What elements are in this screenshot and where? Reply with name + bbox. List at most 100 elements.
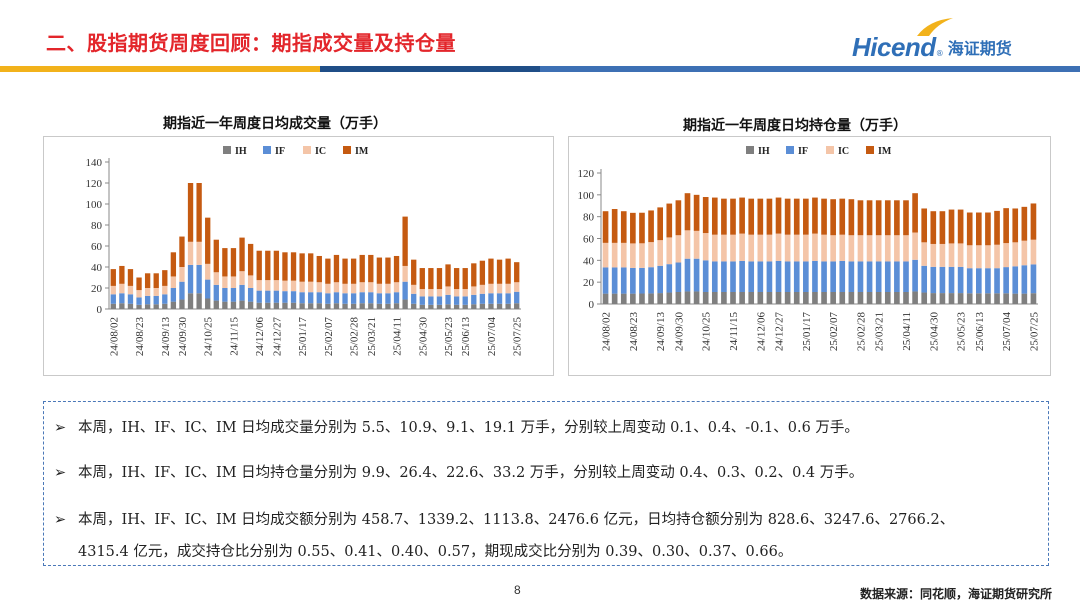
bar-segment-ih [350, 303, 357, 309]
bar-segment-ic [693, 230, 700, 259]
bar-segment-if [639, 267, 645, 294]
bar-segment-ih [256, 302, 262, 309]
bar-segment-if [342, 293, 348, 304]
bar-segment-im [976, 212, 982, 246]
bar-segment-ih [471, 304, 477, 309]
bar-segment-if [884, 261, 891, 292]
bar-segment-im [170, 252, 177, 277]
bar-segment-ih [994, 293, 1000, 304]
x-tick-label: 24/09/13 [160, 317, 172, 357]
bar-segment-im [866, 200, 873, 236]
bar-segment-if [839, 260, 846, 292]
bar-segment-ic [894, 235, 900, 262]
bar-segment-ic [368, 282, 374, 293]
x-tick-label: 25/01/17 [297, 317, 309, 357]
x-tick-label: 25/05/23 [443, 317, 455, 357]
bar-segment-ic [730, 234, 736, 262]
bar-segment-ic [966, 245, 973, 269]
bar-segment-ic [393, 282, 400, 293]
bar-segment-im [611, 209, 618, 243]
bar-segment-im [127, 269, 134, 286]
bar-segment-ih [611, 293, 618, 304]
bar-segment-if [282, 291, 288, 303]
bar-segment-if [119, 293, 125, 304]
bar-segment-ih [514, 303, 520, 309]
bar-segment-if [912, 259, 918, 292]
x-tick-label: 24/08/23 [134, 317, 146, 357]
bar-segment-im [419, 268, 425, 290]
bar-segment-if [702, 260, 709, 292]
bar-segment-if [766, 261, 773, 292]
bar-segment-im [985, 212, 991, 246]
bar-segment-if [739, 260, 745, 292]
bar-segment-ih [453, 304, 460, 309]
bar-segment-ih [757, 291, 764, 304]
x-tick-label: 24/12/27 [271, 317, 283, 357]
bar-segment-if [462, 296, 468, 305]
note-turnover-text: 本周，IH、IF、IC、IM 日均成交额分别为 458.7、1339.2、111… [78, 512, 955, 528]
bar-segment-if [247, 288, 254, 302]
bar-segment-if [368, 292, 374, 304]
note-open-interest: ➢ 本周，IH、IF、IC、IM 日均持仓量分别为 9.9、26.4、22.6、3… [54, 461, 863, 482]
bar-segment-im [402, 216, 408, 266]
bar-segment-if [359, 292, 365, 304]
x-tick-label: 24/12/06 [755, 312, 767, 352]
bar-segment-im [666, 203, 673, 238]
x-tick-label: 25/02/28 [349, 317, 361, 357]
bar-segment-im [803, 198, 809, 235]
bar-segment-im [325, 258, 331, 284]
bar-segment-ih [630, 293, 636, 304]
bar-segment-if [411, 293, 417, 304]
bar-segment-ic [857, 235, 864, 262]
bar-segment-ih [702, 291, 709, 304]
bar-segment-im [376, 257, 383, 284]
bar-segment-im [939, 211, 946, 244]
bar-segment-ic [657, 240, 663, 266]
bar-segment-im [471, 263, 477, 287]
bar-segment-ic [222, 276, 228, 288]
bar-segment-ih [290, 302, 297, 309]
bar-segment-im [119, 265, 125, 284]
bar-segment-if [757, 261, 764, 292]
bar-segment-if [812, 260, 818, 292]
bar-segment-if [136, 297, 142, 305]
bar-segment-if [611, 267, 618, 294]
bar-segment-ih [436, 304, 443, 309]
bar-segment-ic [119, 283, 125, 294]
legend-swatch-ic [826, 146, 834, 154]
header-stripe-gold [0, 66, 320, 72]
bar-segment-ic [290, 280, 297, 292]
bullet-arrow-icon: ➢ [54, 420, 67, 436]
bar-segment-im [187, 183, 194, 242]
x-tick-label: 25/02/07 [323, 317, 335, 357]
bar-segment-if [350, 293, 357, 304]
bar-segment-ih [179, 299, 185, 309]
bar-segment-ic [265, 280, 271, 291]
bar-segment-ih [205, 298, 211, 309]
bar-segment-if [230, 288, 237, 302]
x-tick-label: 25/04/30 [928, 312, 940, 352]
bar-segment-if [419, 296, 425, 305]
bar-segment-if [721, 261, 727, 292]
bar-segment-if [693, 258, 700, 292]
bar-segment-ic [479, 284, 486, 294]
bar-segment-ih [848, 291, 855, 304]
y-tick-label: 40 [91, 262, 103, 274]
bar-segment-ih [730, 291, 736, 304]
bar-segment-ih [393, 303, 400, 309]
bar-segment-im [162, 270, 168, 286]
bar-segment-if [775, 260, 782, 292]
bar-segment-ih [884, 291, 891, 304]
bar-segment-ih [462, 304, 468, 309]
bar-segment-ic [127, 285, 134, 295]
bar-segment-if [127, 294, 134, 304]
bar-segment-im [179, 236, 185, 267]
bar-segment-ic [282, 280, 288, 292]
bar-segment-ih [162, 303, 168, 309]
bar-segment-ic [299, 281, 305, 293]
bar-segment-ih [948, 293, 955, 304]
bar-segment-im [784, 198, 791, 235]
bar-segment-ic [445, 286, 451, 295]
bar-segment-ic [1012, 242, 1019, 267]
brand-logo: Hicend ® 海证期货 [852, 30, 1012, 64]
